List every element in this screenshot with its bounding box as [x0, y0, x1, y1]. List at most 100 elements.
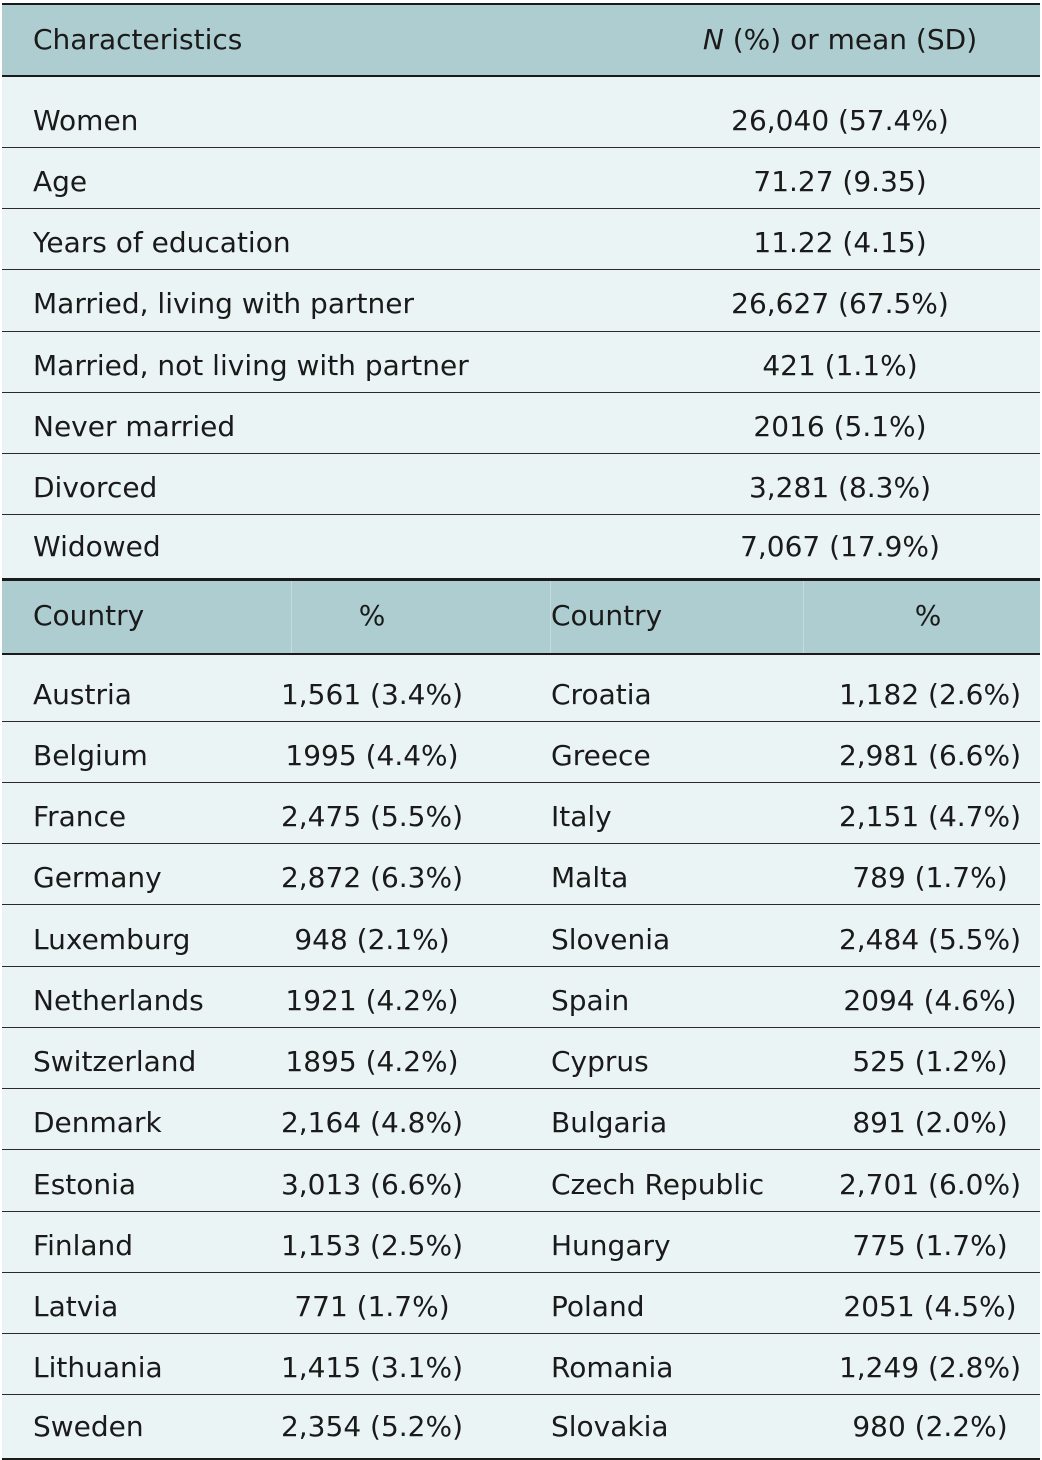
column-divider [291, 581, 292, 653]
country-value: 525 (1.2%) [852, 1045, 1008, 1078]
characteristic-value: 26,627 (67.5%) [731, 287, 949, 320]
country-value: 1895 (4.2%) [285, 1045, 459, 1078]
row-divider [2, 331, 1040, 332]
header-country-left: Country [33, 599, 145, 632]
country-name: Greece [551, 739, 651, 772]
country-value: 2,484 (5.5%) [838, 923, 1022, 956]
country-value: 3,013 (6.6%) [280, 1168, 464, 1201]
country-name: Finland [33, 1229, 134, 1262]
header-percent-right: % [914, 599, 942, 632]
country-name: Netherlands [33, 984, 204, 1017]
header-value: N (%) or mean (SD) [642, 23, 1038, 57]
country-value: 948 (2.1%) [294, 923, 450, 956]
country-name: Sweden [33, 1410, 144, 1443]
row-divider [2, 1027, 1040, 1028]
country-value: 1,182 (2.6%) [838, 678, 1022, 711]
country-name: France [33, 800, 127, 833]
country-name: Spain [551, 984, 630, 1017]
characteristic-label: Married, living with partner [33, 287, 414, 320]
characteristic-label: Married, not living with partner [33, 349, 469, 382]
row-divider [2, 392, 1040, 393]
row-divider [2, 904, 1040, 905]
header-characteristics: Characteristics [33, 23, 243, 56]
country-value: 1,249 (2.8%) [838, 1351, 1022, 1384]
country-name: Belgium [33, 739, 148, 772]
country-value: 789 (1.7%) [852, 861, 1008, 894]
country-value: 1,561 (3.4%) [280, 678, 464, 711]
country-value: 1,153 (2.5%) [280, 1229, 464, 1262]
row-divider [2, 147, 1040, 148]
country-name: Cyprus [551, 1045, 649, 1078]
characteristic-value: 71.27 (9.35) [753, 165, 927, 198]
country-name: Estonia [33, 1168, 137, 1201]
characteristic-value: 26,040 (57.4%) [731, 104, 949, 137]
country-value: 1921 (4.2%) [285, 984, 459, 1017]
country-value: 1995 (4.4%) [285, 739, 459, 772]
country-name: Switzerland [33, 1045, 197, 1078]
characteristic-label: Divorced [33, 471, 158, 504]
country-value: 980 (2.2%) [852, 1410, 1008, 1443]
row-divider [2, 453, 1040, 454]
country-value: 2,475 (5.5%) [280, 800, 464, 833]
country-value: 2,354 (5.2%) [280, 1410, 464, 1443]
characteristic-label: Years of education [33, 226, 291, 259]
country-value: 771 (1.7%) [294, 1290, 450, 1323]
country-value: 2094 (4.6%) [843, 984, 1017, 1017]
characteristics-table: Characteristics N (%) or mean (SD) Women… [2, 3, 1040, 1460]
country-name: Romania [551, 1351, 674, 1384]
characteristic-label: Never married [33, 410, 236, 443]
country-value: 2,981 (6.6%) [838, 739, 1022, 772]
characteristic-value: 11.22 (4.15) [753, 226, 927, 259]
country-value: 2,701 (6.0%) [838, 1168, 1022, 1201]
country-name: Malta [551, 861, 629, 894]
country-value: 775 (1.7%) [852, 1229, 1008, 1262]
country-name: Hungary [551, 1229, 671, 1262]
country-value: 2,872 (6.3%) [280, 861, 464, 894]
row-divider [2, 1333, 1040, 1334]
row-divider [2, 966, 1040, 967]
country-name: Austria [33, 678, 132, 711]
column-divider [803, 581, 804, 653]
characteristic-label: Age [33, 165, 88, 198]
country-name: Croatia [551, 678, 652, 711]
country-name: Bulgaria [551, 1106, 668, 1139]
country-value: 2,151 (4.7%) [838, 800, 1022, 833]
country-name: Latvia [33, 1290, 119, 1323]
row-divider [2, 514, 1040, 515]
country-value: 1,415 (3.1%) [280, 1351, 464, 1384]
country-name: Slovakia [551, 1410, 669, 1443]
row-divider [2, 1149, 1040, 1150]
country-table-header: Country % Country % [2, 578, 1040, 655]
row-divider [2, 843, 1040, 844]
header-value-rest: (%) or mean (SD) [723, 23, 978, 56]
row-divider [2, 1394, 1040, 1395]
country-name: Denmark [33, 1106, 162, 1139]
country-name: Slovenia [551, 923, 671, 956]
header-value-n: N [702, 23, 724, 56]
characteristic-label: Women [33, 104, 139, 137]
country-name: Lithuania [33, 1351, 163, 1384]
row-divider [2, 208, 1040, 209]
characteristic-value: 2016 (5.1%) [753, 410, 927, 443]
country-value: 2051 (4.5%) [843, 1290, 1017, 1323]
header-percent-left: % [358, 599, 386, 632]
country-value: 891 (2.0%) [852, 1106, 1008, 1139]
country-name: Poland [551, 1290, 645, 1323]
row-divider [2, 721, 1040, 722]
characteristic-value: 7,067 (17.9%) [740, 530, 940, 563]
characteristic-value: 421 (1.1%) [762, 349, 918, 382]
country-name: Luxemburg [33, 923, 191, 956]
row-divider [2, 1272, 1040, 1273]
row-divider [2, 1211, 1040, 1212]
country-name: Germany [33, 861, 162, 894]
country-name: Italy [551, 800, 612, 833]
row-divider [2, 782, 1040, 783]
row-divider [2, 269, 1040, 270]
table-header: Characteristics N (%) or mean (SD) [2, 5, 1040, 77]
header-country-right: Country [551, 599, 663, 632]
row-divider [2, 1088, 1040, 1089]
characteristic-value: 3,281 (8.3%) [748, 471, 932, 504]
characteristic-label: Widowed [33, 530, 161, 563]
column-divider [550, 581, 551, 653]
country-name: Czech Republic [551, 1168, 765, 1201]
